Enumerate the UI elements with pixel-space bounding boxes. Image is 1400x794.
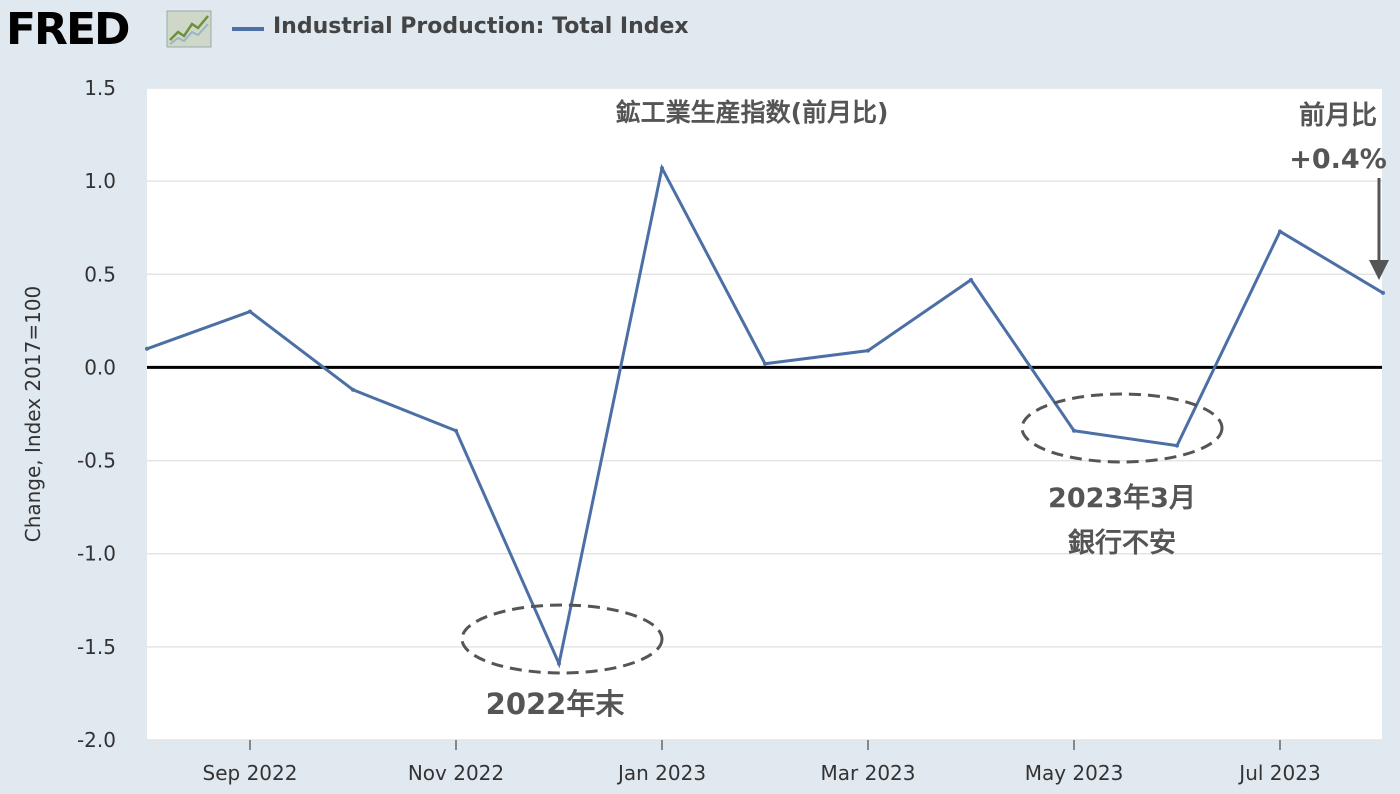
y-tick-label: -1.0 (77, 542, 116, 566)
y-tick-label: 0.5 (84, 262, 116, 286)
annotation-bank-anxiety: 銀行不安 (1068, 527, 1176, 559)
y-tick-label: -0.5 (77, 449, 116, 473)
x-tick-label: Jul 2023 (1237, 761, 1320, 785)
x-tick-label: Mar 2023 (821, 761, 916, 785)
data-point[interactable] (969, 277, 973, 282)
y-axis-ticks: 1.5 1.0 0.5 0.0 -0.5 -1.0 -1.5 -2.0 (77, 76, 116, 752)
plot-area (147, 88, 1382, 740)
data-points (145, 166, 1385, 666)
data-point[interactable] (763, 361, 767, 366)
annotation-mom-value: +0.4% (1289, 144, 1387, 175)
annotation-ellipse-2022-end (460, 603, 664, 675)
y-tick-label: 1.5 (84, 76, 116, 100)
data-point[interactable] (351, 387, 355, 392)
chart-header: FRED Industrial Production: Total Index (0, 0, 1400, 60)
annotation-mom-label: 前月比 (1299, 100, 1377, 131)
x-axis-ticks: Sep 2022 Nov 2022 Jan 2023 Mar 2023 May 2023… (203, 740, 1321, 785)
chart-title: 鉱工業生産指数(前月比) (616, 98, 889, 127)
y-tick-label: -1.5 (77, 635, 116, 659)
data-point[interactable] (557, 661, 561, 666)
data-point[interactable] (660, 166, 664, 171)
annotation-2022-end: 2022年末 (486, 687, 625, 721)
y-tick-label: -2.0 (77, 728, 116, 752)
data-point[interactable] (145, 346, 149, 351)
trend-chart-icon (166, 10, 212, 48)
y-tick-label: 0.0 (84, 355, 116, 379)
data-point[interactable] (1381, 290, 1385, 295)
annotation-ellipse-2023-march (1020, 392, 1224, 464)
x-tick-label: Sep 2022 (203, 761, 298, 785)
x-tick-label: Jan 2023 (616, 761, 706, 785)
y-tick-label: 1.0 (84, 169, 116, 193)
data-point[interactable] (1072, 428, 1076, 433)
y-axis-label: Change, Index 2017=100 (21, 286, 45, 543)
data-point[interactable] (1278, 229, 1282, 234)
data-point[interactable] (866, 348, 870, 353)
series-title[interactable]: Industrial Production: Total Index (273, 14, 689, 39)
data-point[interactable] (1175, 443, 1179, 448)
data-point[interactable] (248, 309, 252, 314)
data-point[interactable] (454, 428, 458, 433)
x-tick-label: Nov 2022 (408, 761, 504, 785)
legend-series-line (232, 27, 264, 31)
fred-logo[interactable]: FRED (6, 4, 131, 55)
x-tick-label: May 2023 (1025, 761, 1124, 785)
annotation-2023-march: 2023年3月 (1048, 482, 1196, 514)
arrow-head-icon (1369, 260, 1389, 280)
